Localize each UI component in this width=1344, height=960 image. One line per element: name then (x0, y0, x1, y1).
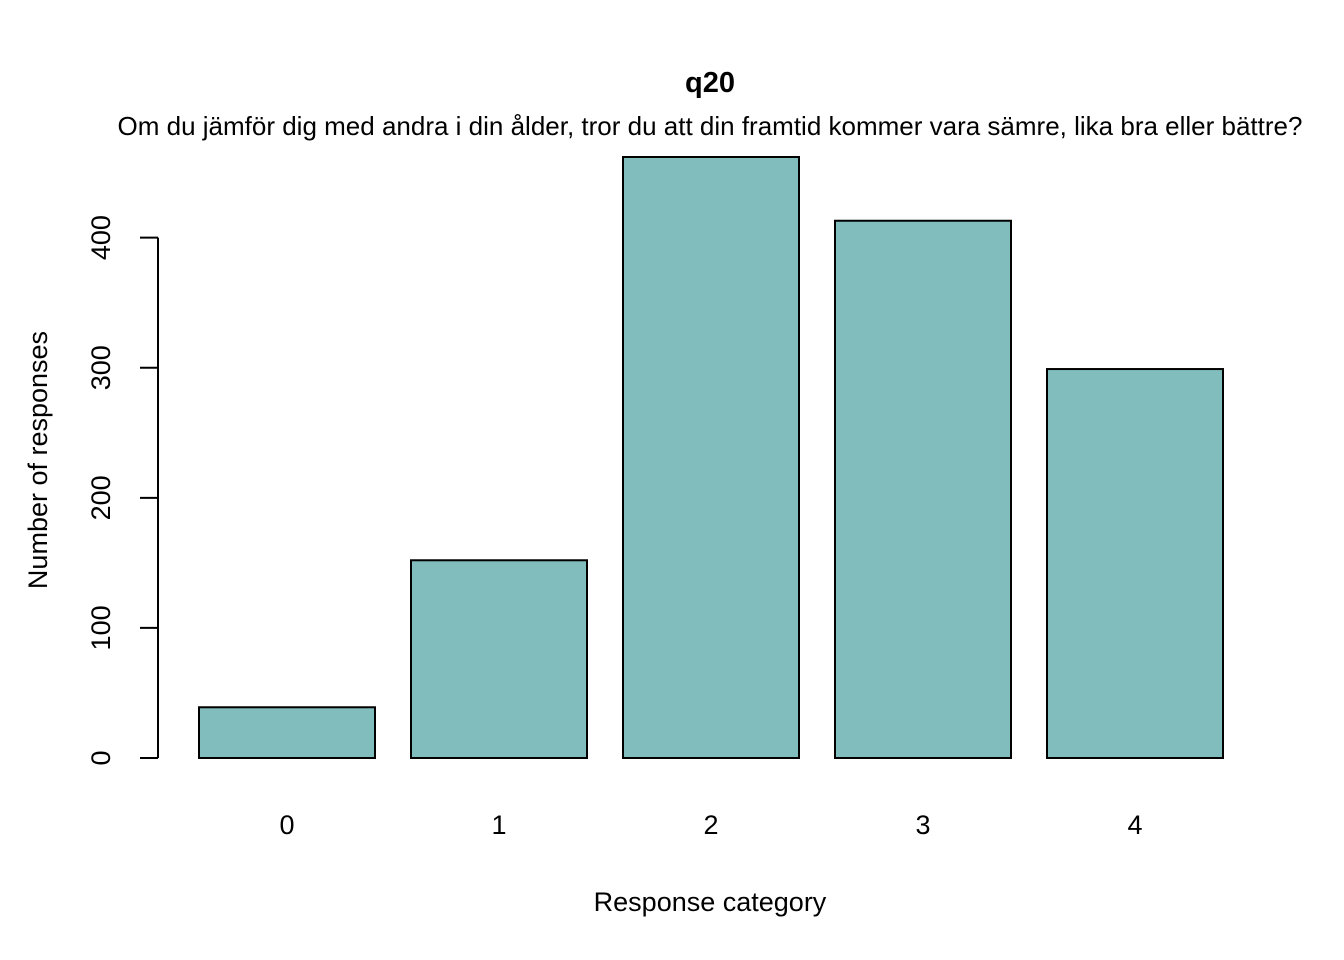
y-axis-label: Number of responses (23, 331, 53, 589)
x-tick-label-3: 3 (915, 810, 930, 840)
y-axis: 0 100 200 300 400 (86, 215, 159, 766)
x-tick-label-1: 1 (491, 810, 506, 840)
x-tick-label-2: 2 (703, 810, 718, 840)
chart-title: q20 (685, 67, 735, 99)
x-tick-label-0: 0 (279, 810, 294, 840)
x-tick-label-4: 4 (1127, 810, 1142, 840)
y-tick-label-300: 300 (86, 345, 116, 390)
bar-2 (622, 156, 800, 759)
bar-1 (410, 559, 588, 759)
y-tick-label-200: 200 (86, 475, 116, 520)
x-tick-labels: 0 1 2 3 4 (279, 810, 1142, 840)
bar-3 (834, 219, 1012, 759)
x-axis-label: Response category (594, 887, 827, 917)
y-tick-label-0: 0 (86, 750, 116, 765)
y-tick-label-100: 100 (86, 605, 116, 650)
chart-subtitle: Om du jämför dig med andra i din ålder, … (118, 111, 1303, 141)
bar-0 (198, 706, 376, 759)
y-tick-label-400: 400 (86, 215, 116, 260)
bar-4 (1046, 368, 1224, 759)
bars-group (198, 156, 1224, 759)
